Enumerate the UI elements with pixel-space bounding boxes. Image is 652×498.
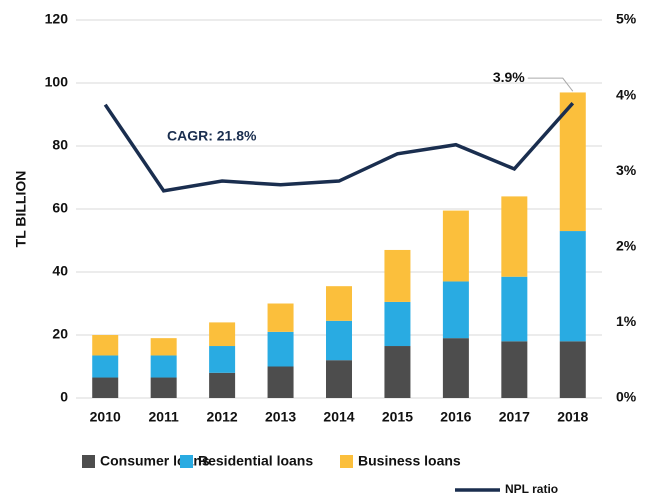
bar-segment	[209, 372, 236, 398]
x-tick-label: 2014	[323, 409, 354, 425]
y-tick-label: 60	[52, 200, 68, 216]
bar-segment	[150, 355, 177, 378]
x-tick-label: 2015	[382, 409, 413, 425]
bar-segment	[92, 377, 119, 398]
x-tick-label: 2013	[265, 409, 296, 425]
y2-tick-label: 5%	[616, 11, 637, 27]
legend-swatch	[340, 455, 353, 468]
y-tick-label: 40	[52, 263, 68, 279]
bar-segment	[559, 231, 586, 342]
y-tick-label: 20	[52, 326, 68, 342]
bar-segment	[442, 210, 469, 282]
y-tick-label: 0	[60, 389, 68, 405]
bar-segment	[267, 331, 294, 367]
legend-label: NPL ratio	[505, 482, 558, 496]
legend-label: Residential loans	[198, 453, 313, 469]
x-tick-label: 2012	[207, 409, 238, 425]
x-tick-label: 2016	[440, 409, 471, 425]
y-axis-label: TL BILLION	[13, 171, 29, 248]
leader-line	[527, 77, 574, 92]
data-label: 3.9%	[493, 69, 525, 85]
legend-swatch	[82, 455, 95, 468]
x-tick-label: 2017	[499, 409, 530, 425]
bar-segment	[559, 92, 586, 232]
bar-segment	[326, 320, 352, 361]
bar-segment	[150, 377, 177, 398]
bar-segment	[384, 249, 411, 302]
bar-segment	[326, 286, 352, 321]
legend-label: Business loans	[358, 453, 461, 469]
y2-tick-label: 2%	[616, 238, 637, 254]
x-tick-label: 2018	[557, 409, 588, 425]
bar-segment	[384, 301, 411, 347]
y2-tick-label: 0%	[616, 389, 637, 405]
y-tick-label: 80	[52, 137, 68, 153]
x-tick-label: 2010	[90, 409, 121, 425]
bar-segment	[501, 276, 528, 342]
bar-segment	[92, 335, 119, 356]
y-tick-label: 120	[45, 11, 69, 27]
bar-segment	[501, 196, 528, 277]
bar-segment	[501, 341, 528, 398]
line	[103, 101, 575, 193]
bar-segment	[209, 322, 236, 347]
bar-segment	[267, 366, 294, 398]
y2-tick-label: 1%	[616, 313, 637, 329]
y2-tick-label: 3%	[616, 162, 637, 178]
bar-segment	[267, 303, 294, 332]
bar-segment	[442, 281, 469, 339]
bar-segment	[209, 346, 236, 373]
bar-segment	[150, 338, 177, 356]
x-tick-label: 2011	[148, 409, 179, 425]
bar-segment	[442, 338, 469, 398]
annotation: CAGR: 21.8%	[167, 128, 257, 144]
bar-segment	[326, 360, 352, 398]
bar-segment	[384, 346, 411, 398]
bar-segment	[92, 355, 119, 378]
y-tick-label: 100	[45, 74, 69, 90]
legend-label: Consumer loans	[100, 453, 210, 469]
y2-tick-label: 4%	[616, 86, 637, 102]
bar-segment	[559, 341, 586, 398]
legend-swatch	[180, 455, 193, 468]
